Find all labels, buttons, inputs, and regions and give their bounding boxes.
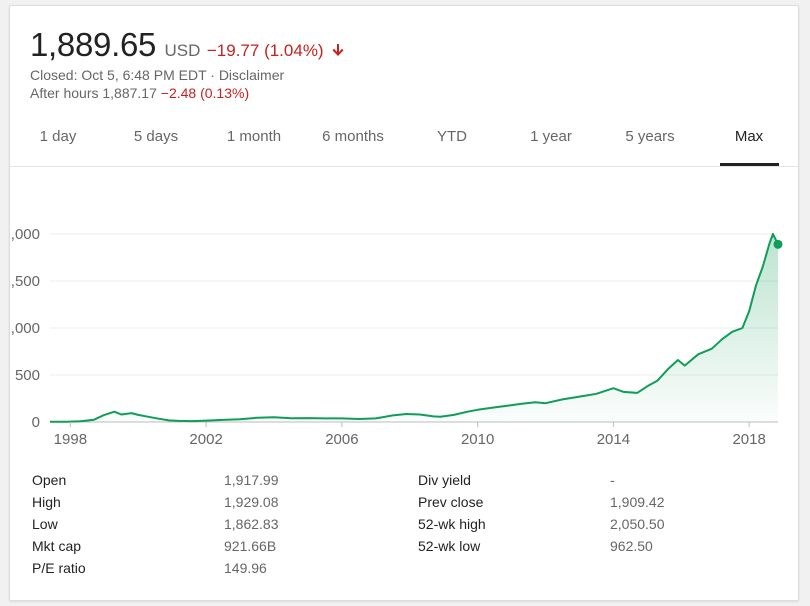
tab-1-year[interactable]: 1 year: [530, 128, 572, 145]
stat-label-mkt-cap: Mkt cap: [32, 538, 82, 554]
x-tick-label: 2002: [189, 431, 222, 448]
x-tick-label: 2018: [732, 431, 765, 448]
tab-1-month[interactable]: 1 month: [226, 128, 282, 145]
tab-ytd[interactable]: YTD: [437, 128, 467, 145]
y-tick-label: 1,500: [10, 273, 40, 290]
tab-max[interactable]: Max: [734, 128, 764, 145]
price-history-chart[interactable]: 2,000 1,500 1,000 500 0 1998 2002 2006 2010 2014 2…: [10, 166, 798, 456]
x-tick-label: 2006: [325, 431, 358, 448]
currency-label: USD: [164, 41, 201, 60]
stock-quote-card: 1,889.65 USD −19.77 (1.04%) Closed: Oct …: [9, 5, 799, 601]
stat-label-prev-close: Prev close: [418, 494, 484, 510]
y-tick-label: 1,000: [10, 320, 40, 337]
x-tick-label: 2014: [597, 431, 630, 448]
stat-value-prev-close: 1,909.42: [610, 494, 665, 510]
stat-value-open: 1,917.99: [224, 472, 279, 488]
stat-value-52wk-high: 2,050.50: [610, 516, 665, 532]
stat-value-div-yield: -: [610, 472, 615, 488]
x-tick-label: 2010: [461, 431, 494, 448]
stat-label-low: Low: [32, 516, 58, 532]
current-price: 1,889.65: [30, 26, 157, 63]
tab-5-years[interactable]: 5 years: [625, 128, 675, 145]
current-price-dot: [773, 239, 783, 249]
stat-value-pe-ratio: 149.96: [224, 560, 267, 576]
stat-value-mkt-cap: 921.66B: [224, 538, 277, 554]
price-change: −19.77 (1.04%): [206, 41, 324, 60]
price-area-fill: [50, 234, 778, 422]
after-hours-info: After hours 1,887.17 −2.48 (0.13%): [30, 85, 249, 101]
price-series-line: [49, 233, 779, 423]
stat-value-52wk-low: 962.50: [610, 538, 653, 554]
y-tick-label: 0: [32, 414, 40, 431]
stat-label-52wk-high: 52-wk high: [418, 516, 486, 532]
stat-label-div-yield: Div yield: [418, 472, 471, 488]
y-tick-label: 500: [15, 367, 40, 384]
y-tick-label: 2,000: [10, 226, 40, 243]
selected-tab-indicator: [720, 163, 779, 166]
tab-1-day[interactable]: 1 day: [39, 128, 77, 145]
arrow-down-icon: [332, 43, 344, 62]
stat-label-high: High: [32, 494, 61, 510]
closed-time: Closed: Oct 5, 6:48 PM EDT ·: [30, 67, 219, 83]
disclaimer-link[interactable]: Disclaimer: [218, 67, 285, 83]
time-range-tabs: 1 day 5 days 1 month 6 months YTD 1 year…: [10, 116, 798, 167]
stat-value-high: 1,929.08: [224, 494, 279, 510]
price-row: 1,889.65 USD −19.77 (1.04%): [30, 26, 344, 64]
x-tick-label: 1998: [54, 431, 87, 448]
after-hours-price: After hours 1,887.17: [30, 85, 157, 101]
after-hours-change: −2.48 (0.13%): [160, 85, 250, 101]
closed-info: Closed: Oct 5, 6:48 PM EDT · Disclaimer: [30, 67, 284, 83]
stat-label-open: Open: [32, 472, 67, 488]
stat-value-low: 1,862.83: [224, 516, 279, 532]
tab-5-days[interactable]: 5 days: [133, 128, 179, 145]
tab-6-months[interactable]: 6 months: [322, 128, 384, 145]
stat-label-52wk-low: 52-wk low: [418, 538, 481, 554]
stat-label-pe-ratio: P/E ratio: [32, 560, 86, 576]
